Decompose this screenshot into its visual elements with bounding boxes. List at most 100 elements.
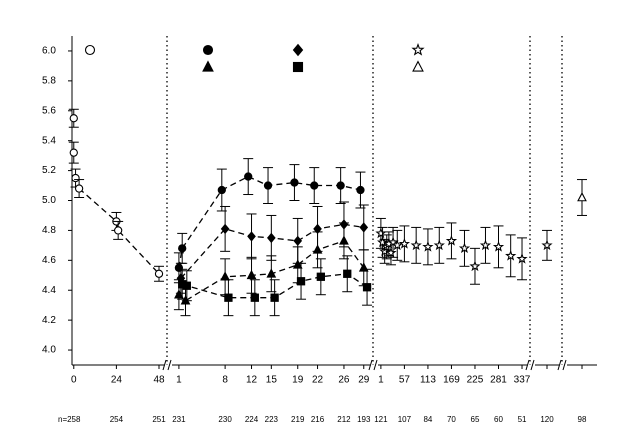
n-count: 231 xyxy=(172,415,186,424)
x-tick-label: 281 xyxy=(490,375,507,386)
marker-triangle xyxy=(220,271,230,281)
marker-star xyxy=(458,242,471,254)
marker-triangle xyxy=(202,60,214,72)
series-line xyxy=(78,188,160,275)
marker-square xyxy=(270,293,279,302)
marker-circle xyxy=(114,226,123,235)
axis-break xyxy=(562,359,567,371)
marker-star xyxy=(479,239,492,251)
marker-circle xyxy=(174,263,184,272)
x-tick-label: 1 xyxy=(378,375,384,386)
n-count: 121 xyxy=(374,415,388,424)
marker-square xyxy=(316,272,325,281)
n-label: n= xyxy=(58,415,67,424)
x-tick-label: 169 xyxy=(443,375,460,386)
x-tick-label: 225 xyxy=(467,375,484,386)
n-count: 212 xyxy=(337,415,351,424)
x-tick-label: 26 xyxy=(338,375,350,386)
marker-square xyxy=(250,293,259,302)
marker-triangle xyxy=(312,244,323,254)
marker-star xyxy=(445,235,458,246)
marker-diamond xyxy=(293,235,303,247)
marker-triangle xyxy=(266,268,277,278)
n-count: 219 xyxy=(291,415,305,424)
y-tick-label: 4.8 xyxy=(42,225,56,236)
marker-circle xyxy=(244,172,253,181)
y-tick-label: 5.4 xyxy=(42,135,56,146)
x-tick-label: 113 xyxy=(420,375,436,386)
marker-triangle xyxy=(246,269,257,280)
n-count: 98 xyxy=(578,415,587,424)
marker-square xyxy=(296,277,306,286)
marker-circle xyxy=(336,181,345,190)
x-tick-label: 0 xyxy=(71,375,77,386)
y-tick-label: 5.6 xyxy=(42,105,56,116)
marker-triangle xyxy=(180,295,191,305)
n-count: 107 xyxy=(398,415,412,424)
axis-break xyxy=(162,359,167,371)
n-count: 216 xyxy=(311,415,325,424)
x-tick-label: 22 xyxy=(312,375,324,386)
y-tick-label: 5.2 xyxy=(42,165,56,176)
marker-square xyxy=(224,293,233,302)
y-tick-label: 4.4 xyxy=(42,285,56,296)
series-line xyxy=(180,223,364,279)
marker-diamond xyxy=(359,222,369,233)
axis-break xyxy=(557,359,562,371)
y-tick-label: 4.2 xyxy=(42,315,56,326)
marker-square xyxy=(343,269,352,278)
marker-triangle xyxy=(292,259,303,269)
marker-triangle xyxy=(339,235,349,245)
marker-circle xyxy=(69,114,78,123)
x-tick-label: 1 xyxy=(176,375,182,386)
marker-star xyxy=(411,42,425,56)
marker-star xyxy=(505,249,517,261)
marker-square xyxy=(182,281,191,290)
marker-star xyxy=(422,240,434,252)
axis-break xyxy=(530,359,535,371)
marker-star xyxy=(469,260,481,272)
marker-star xyxy=(377,236,389,248)
marker-star xyxy=(375,227,387,239)
x-tick-label: 15 xyxy=(266,375,278,386)
series-line xyxy=(178,175,361,268)
marker-circle xyxy=(154,269,164,278)
marker-circle xyxy=(202,44,214,56)
marker-star xyxy=(385,246,397,258)
marker-circle xyxy=(74,184,84,193)
x-tick-label: 29 xyxy=(358,375,370,386)
x-tick-label: 24 xyxy=(111,375,123,386)
marker-triangle xyxy=(577,192,587,202)
n-count: 258 xyxy=(67,415,81,424)
marker-triangle xyxy=(174,289,184,299)
y-tick-label: 6.0 xyxy=(42,46,56,57)
n-count: 230 xyxy=(218,415,232,424)
marker-star xyxy=(391,239,403,251)
n-count: 254 xyxy=(110,415,124,424)
marker-diamond xyxy=(292,43,304,57)
marker-circle xyxy=(71,173,80,183)
marker-circle xyxy=(84,44,96,56)
x-tick-label: 19 xyxy=(292,375,304,386)
axis-break xyxy=(368,359,373,371)
y-tick-label: 4.6 xyxy=(42,255,56,266)
x-tick-label: 8 xyxy=(222,375,228,386)
n-count: 120 xyxy=(540,415,554,424)
x-tick-label: 57 xyxy=(399,375,411,386)
dividers xyxy=(166,36,563,365)
x-tick-label: 337 xyxy=(514,375,531,386)
marker-circle xyxy=(356,185,365,195)
marker-square xyxy=(362,283,372,292)
marker-diamond xyxy=(267,232,276,244)
n-count: 193 xyxy=(357,415,371,424)
marker-circle xyxy=(263,181,273,190)
marker-circle xyxy=(310,181,319,190)
n-count: 51 xyxy=(518,415,527,424)
marker-diamond xyxy=(220,223,230,235)
marker-circle xyxy=(69,148,78,157)
n-count: 223 xyxy=(265,415,279,424)
n-count: 60 xyxy=(494,415,503,424)
marker-star xyxy=(410,239,422,251)
